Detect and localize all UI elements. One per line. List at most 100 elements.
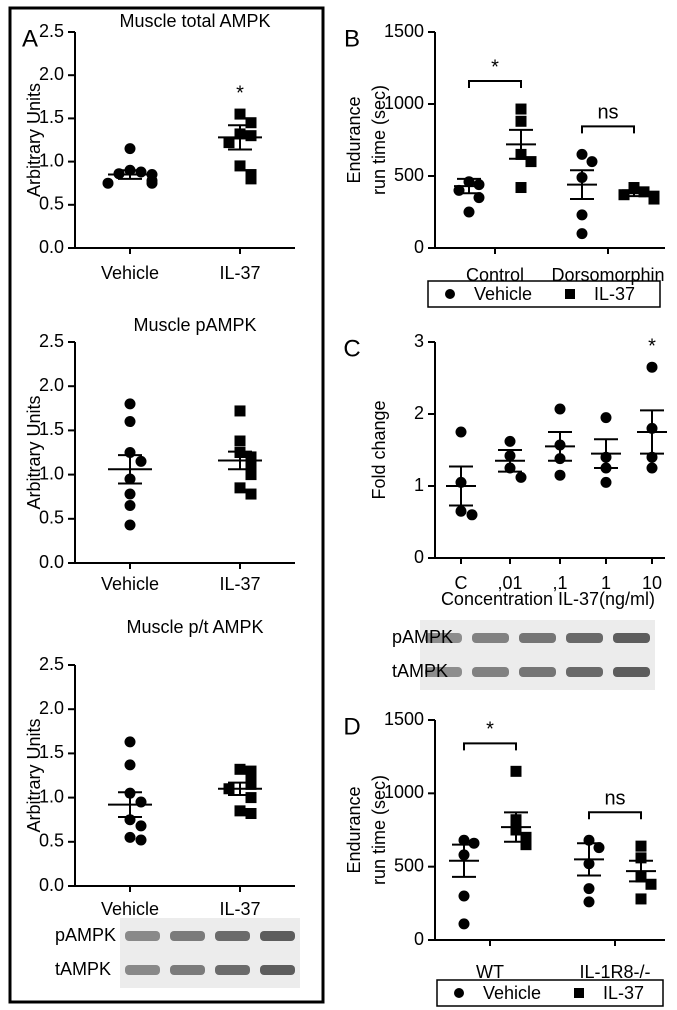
data-point	[455, 426, 467, 438]
legend-marker	[445, 289, 455, 299]
data-point	[515, 103, 527, 115]
y-tick-label: 2.5	[39, 654, 64, 674]
panel-letter: B	[344, 25, 360, 52]
data-point	[618, 189, 630, 201]
data-point	[124, 736, 136, 748]
x-tick-label: Vehicle	[101, 263, 159, 283]
data-point	[124, 416, 136, 428]
y-tick-label: 0.0	[39, 875, 64, 895]
blot-band	[519, 667, 556, 677]
y-tick-label: 1500	[384, 21, 424, 41]
y-tick-label: 1.5	[39, 742, 64, 762]
y-tick-label: 0.0	[39, 237, 64, 257]
data-point	[245, 778, 257, 790]
significance-label: ns	[597, 102, 618, 124]
blot-band	[566, 667, 603, 677]
data-point	[245, 765, 257, 777]
y-tick-label: 1.5	[39, 419, 64, 439]
blot-label: tAMPK	[392, 661, 448, 681]
data-point	[628, 182, 640, 194]
y-tick-label: 1.0	[39, 786, 64, 806]
y-tick-label: 0.0	[39, 552, 64, 572]
significance-label: *	[236, 82, 244, 104]
x-axis-label: Concentration IL-37(ng/ml)	[441, 589, 655, 609]
data-point	[245, 173, 257, 185]
blot-band	[260, 965, 295, 975]
data-point	[635, 840, 647, 852]
data-point	[234, 435, 246, 447]
y-tick-label: 3	[414, 331, 424, 351]
x-tick-label: IL-1R8-/-	[579, 962, 650, 982]
y-axis-label: run time (sec)	[369, 775, 389, 885]
significance-label: *	[648, 335, 656, 357]
y-axis-label: Arbitrary Units	[24, 718, 44, 832]
data-point	[583, 883, 595, 895]
data-point	[645, 878, 657, 890]
blot-band	[170, 931, 205, 941]
y-tick-label: 2.0	[39, 375, 64, 395]
data-point	[245, 451, 257, 463]
y-axis-label: Endurance	[344, 786, 364, 873]
data-point	[458, 890, 470, 902]
data-point	[515, 471, 527, 483]
significance-bracket	[463, 742, 517, 751]
x-tick-label: IL-37	[219, 263, 260, 283]
y-tick-label: 1000	[384, 782, 424, 802]
x-tick-label: WT	[476, 962, 504, 982]
data-point	[583, 896, 595, 908]
blot-label: tAMPK	[55, 959, 111, 979]
data-point	[515, 182, 527, 194]
y-tick-label: 2.0	[39, 64, 64, 84]
data-point	[455, 505, 467, 517]
x-tick-label: IL-37	[219, 574, 260, 594]
y-tick-label: 0	[414, 547, 424, 567]
data-point	[245, 117, 257, 129]
x-tick-label: C	[455, 573, 468, 593]
legend-marker	[565, 289, 575, 299]
data-point	[135, 820, 147, 832]
y-tick-label: 2.0	[39, 698, 64, 718]
blot-band	[472, 633, 509, 643]
legend-marker	[574, 988, 584, 998]
legend-box	[427, 280, 661, 308]
data-point	[635, 893, 647, 905]
data-point	[586, 156, 598, 168]
data-point	[520, 839, 532, 851]
y-tick-label: 1.0	[39, 150, 64, 170]
significance-label: *	[491, 56, 499, 78]
data-point	[504, 435, 516, 447]
blot-band	[472, 667, 509, 677]
blot-band	[519, 633, 556, 643]
blot-band	[125, 965, 160, 975]
data-point	[515, 115, 527, 127]
y-tick-label: 0.5	[39, 508, 64, 528]
y-axis-label: Arbitrary Units	[24, 83, 44, 197]
data-point	[234, 805, 246, 817]
data-point	[124, 519, 136, 531]
data-point	[135, 166, 147, 178]
panel-letter: C	[343, 335, 360, 362]
data-point	[554, 469, 566, 481]
data-point	[458, 918, 470, 930]
y-axis-label: Endurance	[344, 96, 364, 183]
data-point	[635, 852, 647, 864]
y-tick-label: 1	[414, 475, 424, 495]
x-tick-label: 10	[642, 573, 662, 593]
legend-label: Vehicle	[483, 983, 541, 1003]
significance-label: *	[486, 719, 494, 741]
data-point	[245, 130, 257, 142]
data-point	[223, 137, 235, 149]
blot-band	[170, 965, 205, 975]
data-point	[146, 177, 158, 189]
y-tick-label: 0.5	[39, 194, 64, 214]
x-tick-label: ,1	[552, 573, 567, 593]
data-point	[576, 228, 588, 240]
data-point	[102, 177, 114, 189]
data-point	[234, 763, 246, 775]
blot-band	[566, 633, 603, 643]
data-point	[234, 482, 246, 494]
blot-band	[613, 633, 650, 643]
data-point	[135, 796, 147, 808]
y-tick-label: 0.5	[39, 831, 64, 851]
x-tick-label: IL-37	[219, 899, 260, 919]
